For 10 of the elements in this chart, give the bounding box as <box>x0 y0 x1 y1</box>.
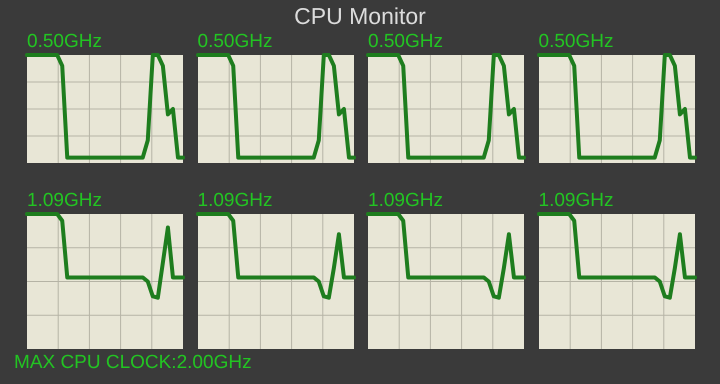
text: CPU Monitor <box>293 3 427 30</box>
chart-title: 0.50GHz <box>368 31 443 53</box>
chart-title: 1.09GHz <box>27 190 102 212</box>
chart-title: 1.09GHz <box>368 190 443 212</box>
chart-title: 1.09GHz <box>198 190 272 212</box>
chart-title: 1.09GHz <box>538 190 614 212</box>
chart-title: 0.50GHz <box>198 31 272 53</box>
chart-title: 0.50GHz <box>538 31 614 53</box>
chart-title: 0.50GHz <box>27 31 102 53</box>
text: MAX CPU CLOCK:2.00GHz <box>14 352 252 374</box>
